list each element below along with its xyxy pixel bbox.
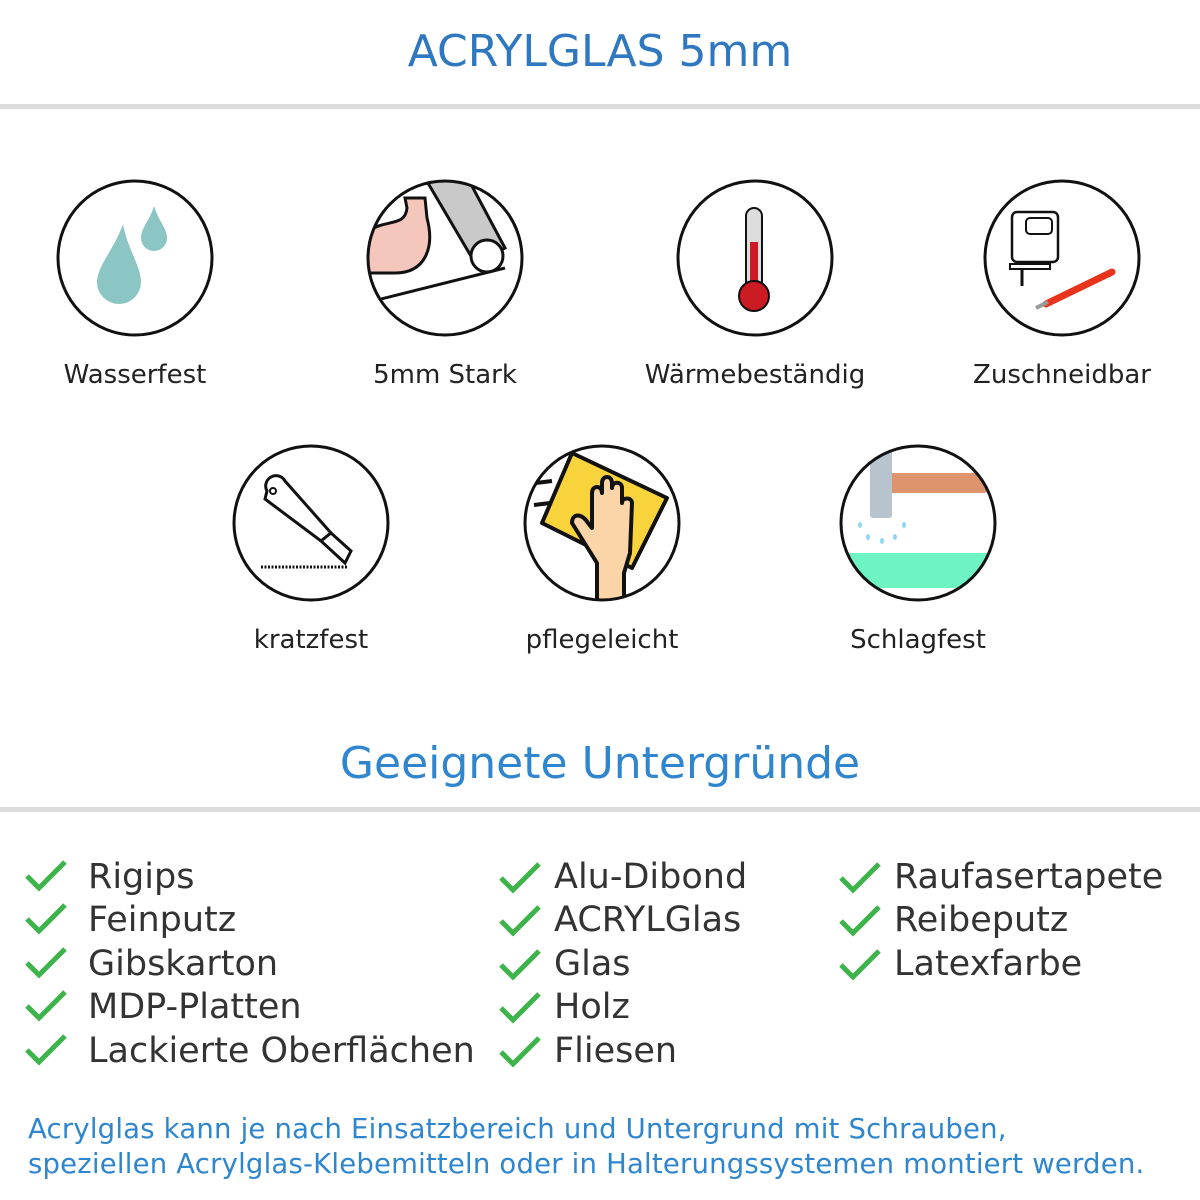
page-title: ACRYLGLAS 5mm xyxy=(407,26,793,77)
utility-knife-icon xyxy=(232,444,390,602)
section-title: Geeignete Untergründe xyxy=(339,738,861,789)
strong-arm-icon xyxy=(366,179,524,337)
feature-label: 5mm Stark xyxy=(373,360,517,390)
surface-label: Feinputz xyxy=(88,900,237,941)
divider xyxy=(0,104,1200,109)
surface-label: Reibeputz xyxy=(894,900,1069,941)
note-line-1: Acrylglas kann je nach Einsatzbereich un… xyxy=(28,1113,1007,1145)
list-item: MDP-Platten xyxy=(25,986,475,1030)
checkmark-icon xyxy=(499,905,541,937)
feature-kratzfest: kratzfest xyxy=(161,443,461,655)
list-item: Feinputz xyxy=(25,899,475,943)
surface-label: ACRYLGlas xyxy=(554,900,742,941)
list-item: Latexfarbe xyxy=(839,942,1163,986)
feature-zuschneidbar: Zuschneidbar xyxy=(912,178,1200,390)
surface-column-2: Alu-Dibond ACRYLGlas Glas Holz Fliesen xyxy=(499,855,747,1073)
list-item: Rigips xyxy=(25,855,475,899)
feature-pflegeleicht: pflegeleicht xyxy=(452,443,752,655)
list-item: Holz xyxy=(499,986,747,1030)
feature-waermebestaendig: Wärmebeständig xyxy=(605,178,905,390)
surface-label: Glas xyxy=(554,943,631,984)
checkmark-icon xyxy=(25,1033,67,1066)
hammer-impact-icon xyxy=(839,444,997,602)
checkmark-icon xyxy=(499,992,541,1024)
water-drops-icon xyxy=(56,179,214,337)
feature-wasserfest: Wasserfest xyxy=(0,178,285,390)
feature-label: Schlagfest xyxy=(850,625,986,655)
checkmark-icon xyxy=(839,948,881,981)
checkmark-icon xyxy=(25,859,67,892)
surface-label: Lackierte Oberflächen xyxy=(88,1030,475,1071)
surface-label: Fliesen xyxy=(554,1030,678,1071)
checkmark-icon xyxy=(839,905,881,937)
feature-label: pflegeleicht xyxy=(525,625,679,655)
feature-label: kratzfest xyxy=(253,625,369,655)
checkmark-icon xyxy=(25,946,67,979)
feature-schlagfest: Schlagfest xyxy=(768,443,1068,655)
surface-column-3: Raufasertapete Reibeputz Latexfarbe xyxy=(839,855,1163,986)
feature-5mm-stark: 5mm Stark xyxy=(295,178,595,390)
thermometer-icon xyxy=(676,179,834,337)
checkmark-icon xyxy=(499,861,541,894)
feature-label: Wärmebeständig xyxy=(644,360,866,390)
hand-cloth-icon xyxy=(523,444,681,602)
list-item: Raufasertapete xyxy=(839,855,1163,899)
surface-label: Alu-Dibond xyxy=(554,856,748,897)
mounting-note: Acrylglas kann je nach Einsatzbereich un… xyxy=(28,1112,1144,1182)
surface-label: Gibskarton xyxy=(88,943,279,984)
list-item: Alu-Dibond xyxy=(499,855,747,899)
surface-label: Latexfarbe xyxy=(894,943,1083,984)
jigsaw-cutter-icon xyxy=(983,179,1141,337)
surface-label: Holz xyxy=(554,987,630,1028)
list-item: Gibskarton xyxy=(25,942,475,986)
list-item: Lackierte Oberflächen xyxy=(25,1029,475,1073)
surface-label: MDP-Platten xyxy=(88,987,302,1028)
list-item: Reibeputz xyxy=(839,899,1163,943)
feature-label: Zuschneidbar xyxy=(973,360,1151,390)
checkmark-icon xyxy=(499,948,541,981)
divider xyxy=(0,807,1200,812)
checkmark-icon xyxy=(25,990,67,1022)
surface-label: Rigips xyxy=(88,856,195,897)
checkmark-icon xyxy=(839,861,881,894)
list-item: Glas xyxy=(499,942,747,986)
surface-label: Raufasertapete xyxy=(894,856,1164,897)
feature-label: Wasserfest xyxy=(63,360,207,390)
surface-column-1: Rigips Feinputz Gibskarton MDP-Platten L… xyxy=(25,855,475,1073)
checkmark-icon xyxy=(25,903,67,935)
checkmark-icon xyxy=(499,1035,541,1068)
list-item: Fliesen xyxy=(499,1029,747,1073)
note-line-2: speziellen Acrylglas-Klebemitteln oder i… xyxy=(28,1148,1145,1180)
list-item: ACRYLGlas xyxy=(499,899,747,943)
